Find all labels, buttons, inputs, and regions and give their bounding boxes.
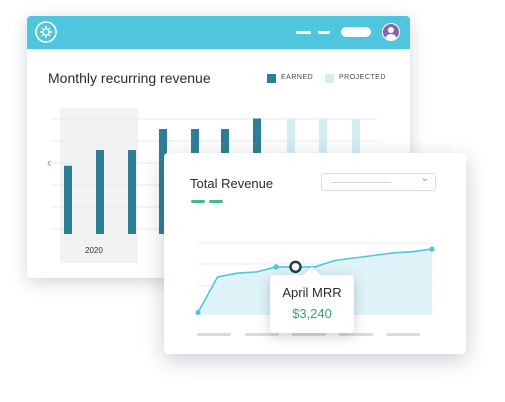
chevron-down-icon: ⌄ bbox=[420, 173, 429, 184]
axis-label-placeholder bbox=[245, 333, 279, 336]
bar-earned bbox=[96, 150, 104, 234]
menu-dash-1[interactable] bbox=[296, 31, 311, 34]
revenue-line bbox=[197, 248, 433, 313]
axis-label-placeholder bbox=[197, 333, 231, 336]
data-point bbox=[195, 309, 201, 316]
bar-earned bbox=[64, 165, 72, 234]
user-avatar[interactable] bbox=[382, 23, 400, 41]
tooltip-value: $3,240 bbox=[292, 306, 332, 321]
titlebar bbox=[27, 16, 410, 49]
april-mrr-tooltip: April MRR $3,240 bbox=[270, 275, 354, 333]
legend-projected-swatch bbox=[325, 74, 334, 83]
mrr-title: Monthly recurring revenue bbox=[48, 70, 211, 86]
legend-projected-label: PROJECTED bbox=[339, 74, 386, 81]
tooltip-label: April MRR bbox=[282, 285, 342, 300]
bar-earned bbox=[128, 150, 136, 234]
menu-dash-2[interactable] bbox=[318, 31, 330, 34]
accent-dash-2 bbox=[209, 200, 223, 203]
total-revenue-title: Total Revenue bbox=[190, 176, 274, 191]
dropdown-value bbox=[331, 182, 391, 183]
logo-icon bbox=[35, 21, 57, 43]
axis-label-placeholder bbox=[292, 333, 326, 336]
chevron-left-icon[interactable]: ‹ bbox=[47, 155, 52, 170]
highlighted-point[interactable] bbox=[289, 260, 302, 274]
bar-earned bbox=[159, 129, 167, 234]
data-point bbox=[429, 246, 435, 252]
data-point bbox=[273, 264, 279, 270]
menu-pill-button[interactable] bbox=[341, 27, 371, 37]
legend-earned-label: EARNED bbox=[281, 74, 314, 81]
axis-label-placeholder bbox=[386, 333, 420, 336]
year-label: 2020 bbox=[85, 246, 103, 255]
axis-label-placeholder bbox=[339, 333, 373, 336]
legend-earned-swatch bbox=[267, 74, 276, 83]
accent-dash-1 bbox=[191, 200, 205, 203]
period-dropdown[interactable]: ⌄ bbox=[321, 173, 436, 191]
